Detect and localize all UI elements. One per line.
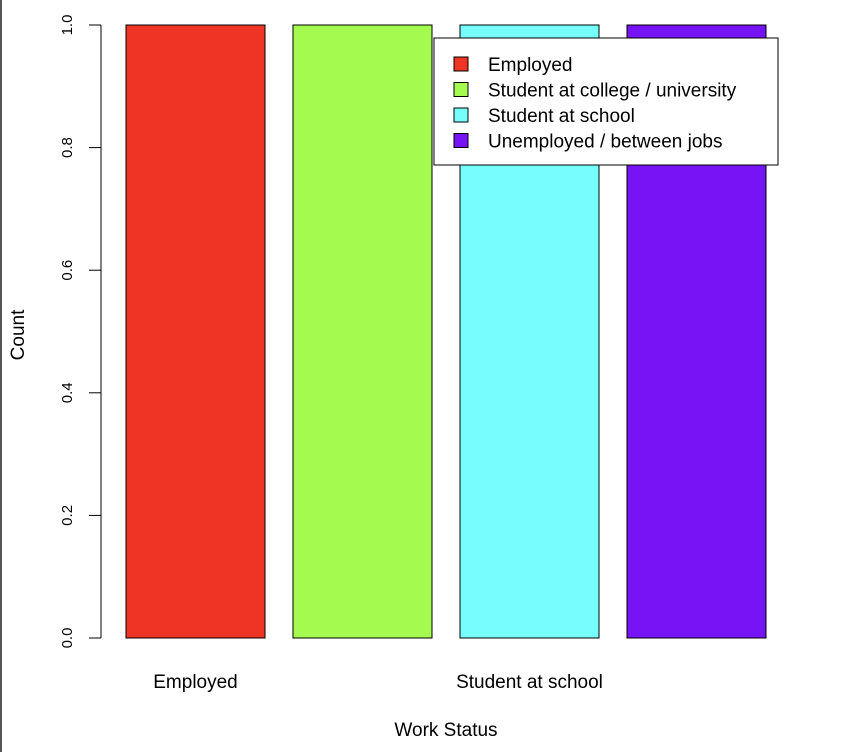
- legend-swatch: [453, 82, 469, 97]
- legend-entry-label: Student at school: [488, 106, 635, 127]
- y-tick-label: 0.2: [59, 505, 76, 526]
- x-axis-category-labels: Employed Student at school: [153, 672, 603, 693]
- y-tick-label: 0.8: [59, 137, 76, 158]
- legend-entry-label: Unemployed / between jobs: [488, 132, 722, 153]
- bar-1: [125, 24, 266, 639]
- bar-2: [292, 24, 433, 639]
- legend: Employed Student at college / university S…: [433, 37, 779, 166]
- y-tick-label: 0.4: [59, 382, 76, 403]
- x-category-label: Employed: [153, 672, 238, 693]
- legend-entry-label: Student at college / university: [488, 81, 737, 102]
- legend-box: [433, 37, 779, 166]
- y-axis: 0.0 0.2 0.4 0.6 0.8 1.0: [59, 15, 102, 649]
- y-tick-label: 0.0: [59, 628, 76, 649]
- legend-swatch: [453, 56, 469, 72]
- page-edge: [0, 0, 2, 752]
- x-axis-title: Work Status: [394, 720, 497, 741]
- y-axis-title: Count: [8, 309, 29, 360]
- legend-entry-label: Employed: [488, 55, 573, 76]
- x-category-label: Student at school: [456, 672, 603, 693]
- y-tick-label: 1.0: [59, 15, 76, 36]
- legend-swatch: [453, 107, 469, 123]
- y-tick-label: 0.6: [59, 260, 76, 281]
- legend-swatch: [453, 133, 469, 148]
